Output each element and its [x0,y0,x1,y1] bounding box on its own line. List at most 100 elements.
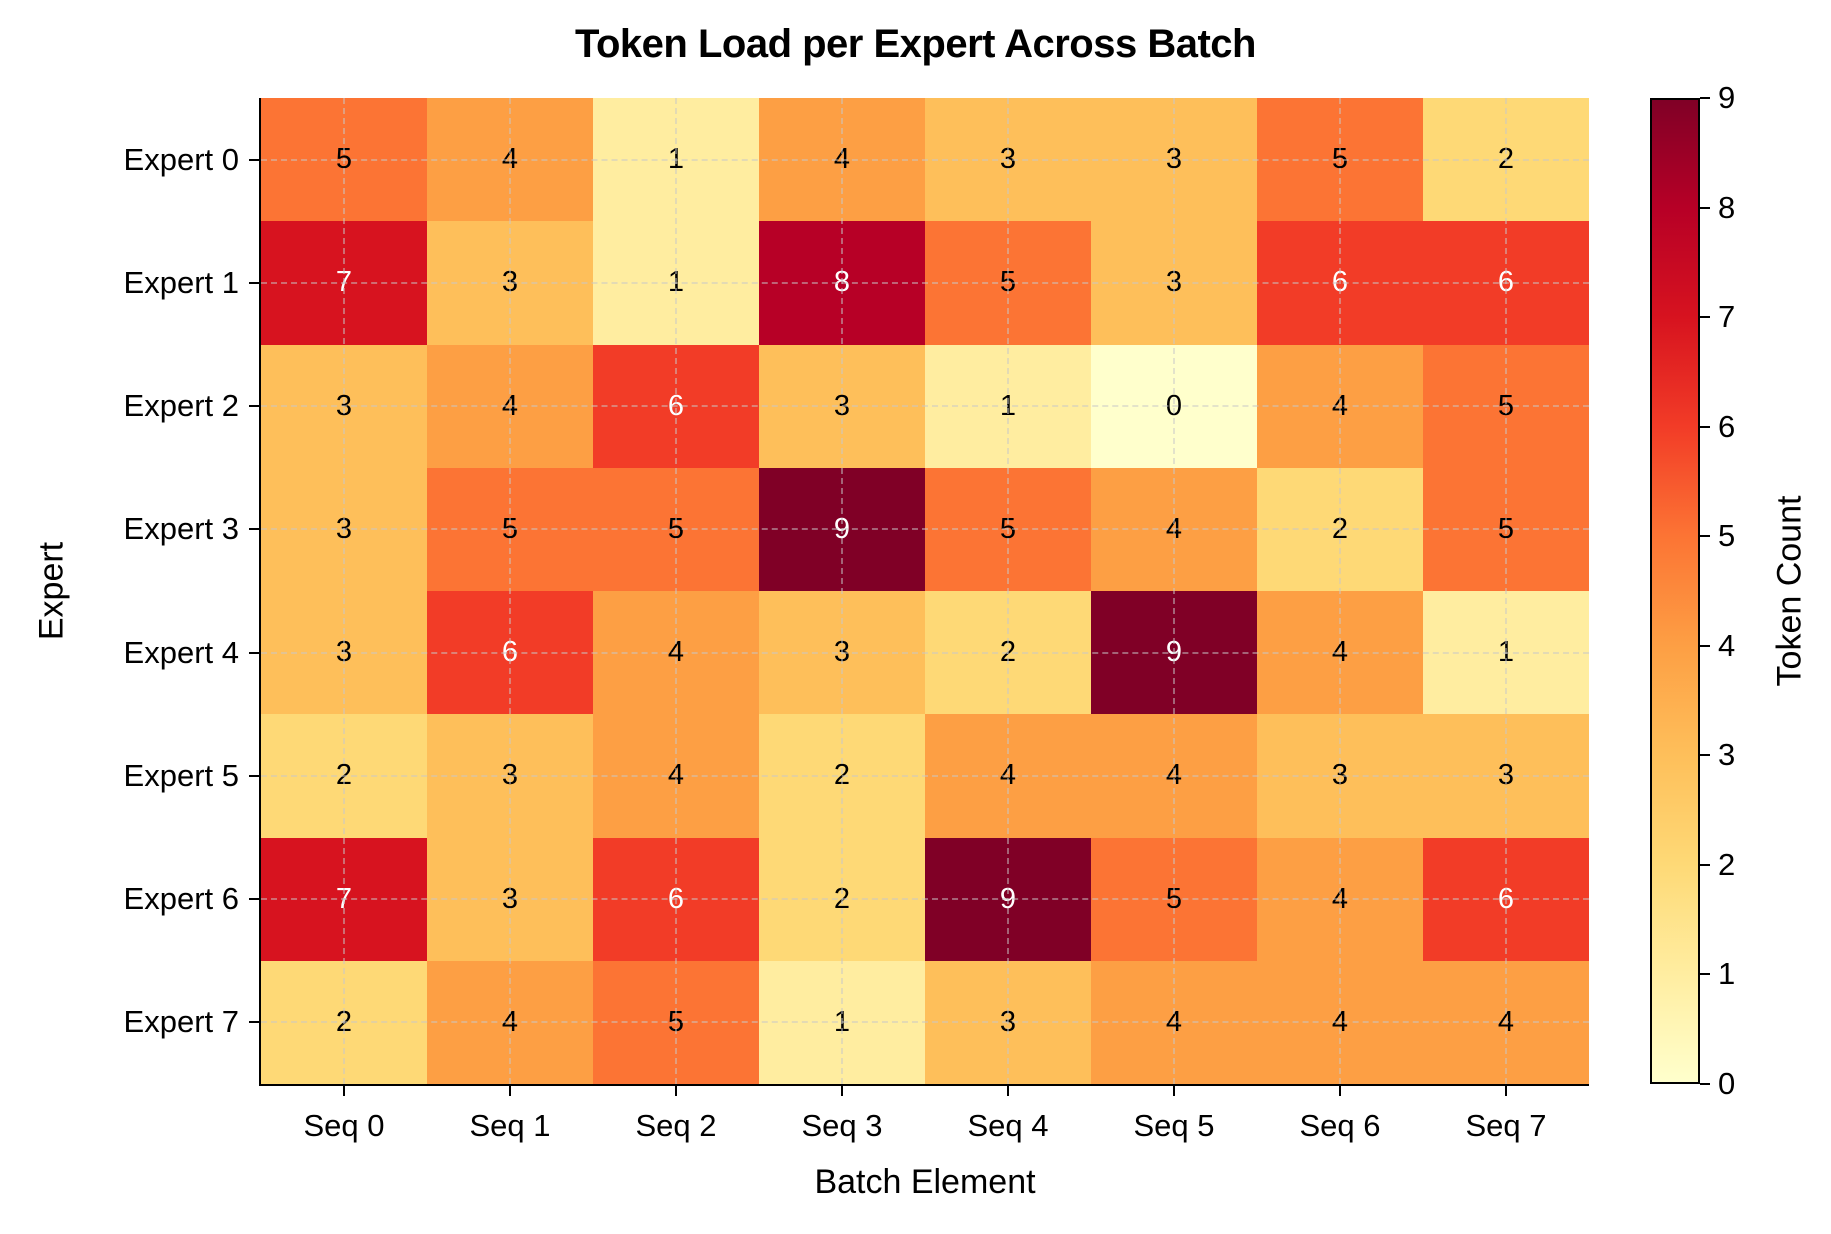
heatmap-cell: 1 [759,960,925,1084]
x-tick-label: Seq 1 [469,1108,551,1143]
heatmap-cell: 5 [1091,837,1257,961]
y-tick-label: Expert 7 [123,1004,239,1040]
y-tick-mark [249,528,259,531]
colorbar-tick-label: 9 [1718,80,1736,115]
x-tick-label: Seq 6 [1299,1108,1381,1143]
heatmap-cell: 3 [427,221,593,345]
chart-title: Token Load per Expert Across Batch [575,22,1256,66]
y-tick-mark [249,651,259,654]
heatmap-cell: 3 [1257,714,1423,838]
heatmap-cell: 3 [1423,714,1589,838]
heatmap-cell: 4 [1257,837,1423,961]
heatmap-cell: 5 [261,98,427,222]
colorbar-tick-label: 2 [1718,846,1736,882]
colorbar-tick-mark [1700,206,1710,209]
heatmap-cell: 6 [1423,221,1589,345]
heatmap-cell: 0 [1091,344,1257,468]
x-tick-label: Seq 4 [967,1108,1049,1143]
x-tick-mark [675,1086,677,1096]
heatmap-cell: 2 [759,837,925,961]
heatmap-cell: 2 [261,714,427,838]
colorbar-tick-mark [1700,754,1710,757]
heatmap-cell: 3 [925,960,1091,1084]
x-tick-label: Seq 5 [1133,1108,1215,1143]
colorbar-tick-mark [1700,644,1710,647]
y-tick-label: Expert 5 [123,757,239,793]
colorbar [1650,98,1700,1084]
heatmap-cell: 1 [1423,591,1589,715]
heatmap-cell: 2 [261,960,427,1084]
x-tick-mark [1007,1086,1009,1096]
y-axis-spine [259,98,261,1086]
x-tick-mark [841,1086,843,1096]
heatmap-cell: 1 [593,221,759,345]
x-tick-label: Seq 7 [1465,1108,1547,1143]
heatmap-cell: 3 [759,344,925,468]
heatmap-cell: 4 [1091,714,1257,838]
colorbar-tick-label: 6 [1718,408,1736,444]
y-tick-mark [249,774,259,777]
x-axis-spine [259,1084,1589,1086]
heatmap-cell: 3 [925,98,1091,222]
colorbar-tick-label: 7 [1718,299,1736,335]
heatmap-cell: 3 [1091,221,1257,345]
heatmap-cell: 4 [1257,960,1423,1084]
heatmap-cell: 9 [1091,591,1257,715]
y-tick-label: Expert 4 [123,634,239,670]
colorbar-tick-mark [1700,863,1710,866]
heatmap-cell: 4 [427,344,593,468]
heatmap-cell: 6 [427,591,593,715]
y-tick-label: Expert 2 [123,388,239,424]
heatmap-cell: 7 [261,837,427,961]
x-tick-label: Seq 0 [303,1108,385,1143]
heatmap-cell: 5 [1423,467,1589,591]
heatmap-cell: 5 [925,467,1091,591]
y-tick-label: Expert 6 [123,881,239,917]
heatmap-cell: 7 [261,221,427,345]
heatmap-cell: 1 [593,98,759,222]
colorbar-tick-mark [1700,1083,1710,1085]
y-tick-label: Expert 1 [123,264,239,300]
x-tick-mark [343,1086,345,1096]
colorbar-tick-label: 1 [1718,956,1736,992]
heatmap-cell: 5 [925,221,1091,345]
x-tick-mark [1339,1086,1341,1096]
heatmap-cell: 2 [1423,98,1589,222]
y-tick-label: Expert 3 [123,511,239,547]
heatmap-cell: 4 [593,714,759,838]
x-tick-mark [1173,1086,1175,1096]
heatmap-cell: 5 [427,467,593,591]
colorbar-tick-label: 8 [1718,189,1736,225]
heatmap-cell: 2 [1257,467,1423,591]
colorbar-tick-label: 3 [1718,737,1736,773]
heatmap-cell: 3 [427,714,593,838]
heatmap-cell: 8 [759,221,925,345]
y-axis-title: Expert [32,541,71,641]
heatmap-cell: 4 [1257,344,1423,468]
heatmap-cell: 6 [1423,837,1589,961]
heatmap-cell: 9 [925,837,1091,961]
heatmap-cell: 4 [1091,960,1257,1084]
x-tick-mark [1505,1086,1507,1096]
colorbar-tick-mark [1700,316,1710,319]
y-tick-mark [249,405,259,408]
heatmap-cell: 5 [1257,98,1423,222]
heatmap-cell: 3 [261,591,427,715]
heatmap-cell: 3 [1091,98,1257,222]
heatmap-cell: 3 [759,591,925,715]
y-tick-mark [249,281,259,284]
heatmap-cell: 5 [1423,344,1589,468]
heatmap-cell: 6 [593,837,759,961]
y-tick-mark [249,158,259,161]
colorbar-tick-mark [1700,425,1710,428]
heatmap-cell: 6 [1257,221,1423,345]
heatmap-cell: 4 [1091,467,1257,591]
colorbar-title: Token Count [1770,495,1809,687]
heatmap-cell: 2 [759,714,925,838]
x-tick-label: Seq 3 [801,1108,883,1143]
heatmap-cell: 4 [1423,960,1589,1084]
heatmap-cell: 4 [593,591,759,715]
heatmap-cell: 5 [593,960,759,1084]
heatmap-cell: 4 [427,960,593,1084]
